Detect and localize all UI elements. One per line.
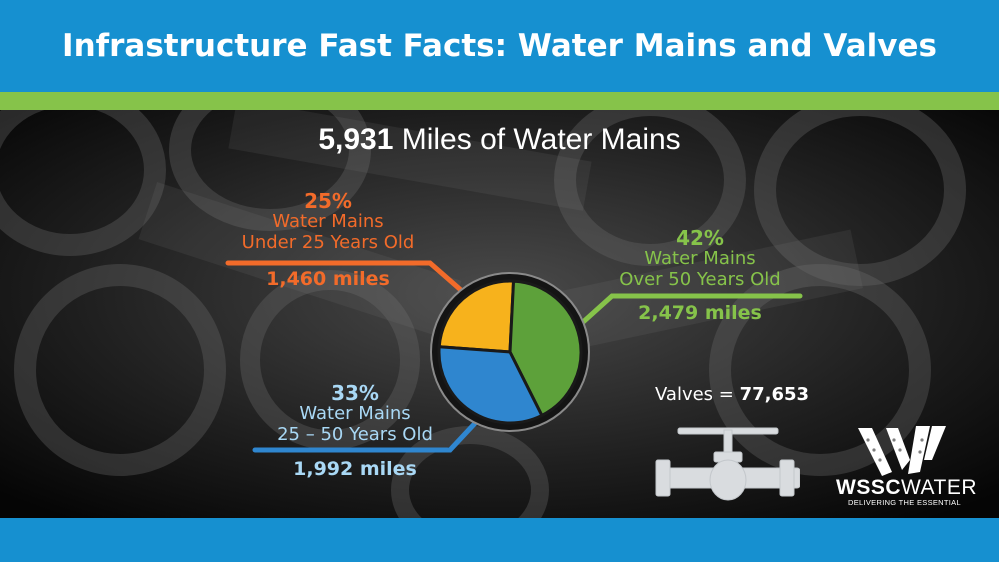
- pipes-background: [0, 69, 999, 554]
- footer-bar: [0, 518, 999, 562]
- slice-25-50-pct: 33%: [331, 381, 379, 405]
- slice-25-50-miles: 1,992 miles: [293, 458, 417, 480]
- leader-line-over-50: [569, 293, 803, 335]
- logo-name-light: WATER: [901, 476, 977, 499]
- valves-label: Valves =: [655, 384, 734, 405]
- slice-over-50-miles: 2,479 miles: [638, 302, 762, 324]
- leader-line-25-50: [252, 417, 481, 453]
- slice-under-25-label2: Under 25 Years Old: [241, 232, 415, 253]
- accent-stripe: [0, 92, 999, 110]
- slice-under-25-miles: 1,460 miles: [266, 268, 390, 290]
- valve-icon: [655, 427, 800, 501]
- pie-slice-25-50: [437, 345, 544, 425]
- logo-tagline: DELIVERING THE ESSENTIAL: [848, 498, 961, 507]
- total-miles-text: Miles of Water Mains: [401, 123, 681, 156]
- valves-value: 77,653: [739, 384, 810, 405]
- slice-over-50-label2: Over 50 Years Old: [619, 269, 781, 290]
- slice-25-50-label2: 25 – 50 Years Old: [277, 424, 433, 445]
- slice-under-25-pct: 25%: [304, 189, 352, 213]
- header-bar: [0, 0, 999, 92]
- wssc-logo-mark: [858, 426, 946, 476]
- logo-name: WSSCWATER: [836, 476, 977, 500]
- slice-under-25-label1: Water Mains: [272, 211, 384, 232]
- page-title: Infrastructure Fast Facts: Water Mains a…: [62, 28, 937, 64]
- valves-count: Valves = 77,653: [655, 384, 809, 405]
- slice-over-50-pct: 42%: [676, 226, 724, 250]
- pie-slice-over-50: [508, 279, 583, 418]
- slice-over-50-label1: Water Mains: [644, 248, 756, 269]
- pie-slice-under-25: [437, 279, 516, 354]
- total-miles-value: 5,931: [318, 123, 394, 156]
- chart-title: 5,931 Miles of Water Mains: [0, 123, 999, 157]
- slice-25-50-label1: Water Mains: [299, 403, 411, 424]
- logo-name-bold: WSSC: [836, 476, 901, 499]
